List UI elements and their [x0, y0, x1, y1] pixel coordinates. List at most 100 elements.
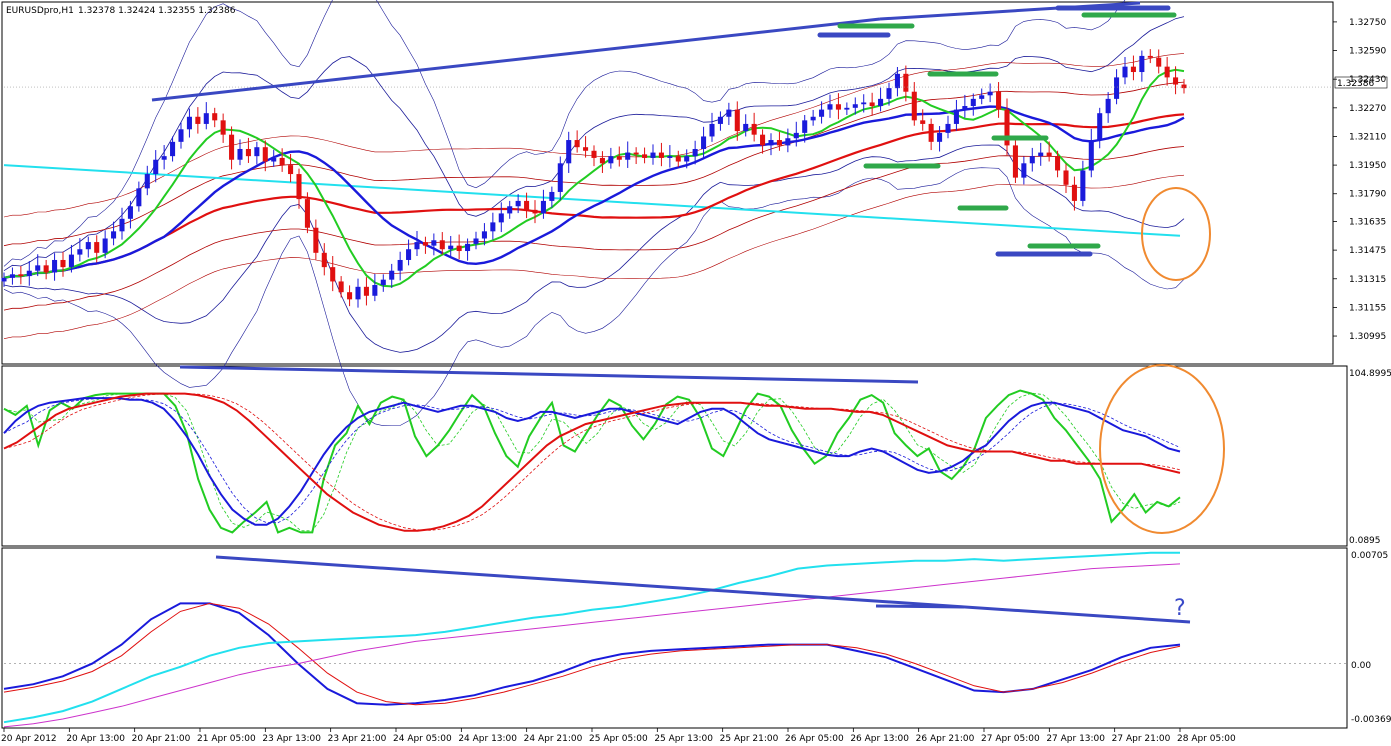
price-layer [1, 0, 1333, 427]
candle-bull [701, 136, 707, 149]
candle-bear [583, 147, 589, 151]
question-mark-annotation: ? [1174, 596, 1186, 621]
candle-bear [195, 116, 201, 124]
ma-red-slow [3, 113, 1185, 279]
candle-bull [717, 116, 723, 124]
candle-bear [524, 200, 530, 210]
candle-bull [667, 156, 673, 158]
candle-bear [591, 150, 597, 158]
candle-bull [1105, 98, 1111, 114]
time-tick-label: 20 Apr 2012 [1, 734, 57, 744]
macd-axis: 0.00705 0.00 -0.00369 [1351, 551, 1391, 725]
candle-bull [608, 156, 614, 164]
candle-bull [380, 279, 386, 286]
candle-bear [220, 120, 226, 135]
time-tick-label: 21 Apr 05:00 [197, 734, 256, 744]
time-tick-label: 27 Apr 21:00 [1112, 734, 1171, 744]
candle-bear [229, 134, 235, 160]
candle-bull [625, 152, 631, 160]
candle-bear [751, 123, 757, 135]
candle-bull [709, 123, 715, 137]
candle-bear [1055, 156, 1061, 171]
candle-bear [869, 102, 875, 107]
candle-bear [363, 286, 369, 296]
time-tick-label: 28 Apr 05:00 [1177, 734, 1236, 744]
candle-bull [1122, 66, 1128, 78]
candle-bull [102, 238, 108, 253]
candle-bear [633, 152, 639, 155]
price-tick-label: 1.30995 [1349, 332, 1386, 342]
price-tick-label: 1.31635 [1349, 217, 1386, 227]
macd-scale-label: -0.00369 [1351, 715, 1391, 725]
time-tick-label: 25 Apr 13:00 [654, 734, 713, 744]
price-tick-label: 1.31315 [1349, 275, 1386, 285]
candle-bull [77, 249, 83, 255]
candle-bear [330, 267, 336, 282]
candle-bull [557, 163, 563, 192]
candle-bull [9, 274, 15, 278]
candle-bull [827, 104, 833, 110]
price-tick-label: 1.32590 [1349, 47, 1386, 57]
candle-bear [313, 227, 319, 253]
symbol-label: EURUSDpro,H1 [6, 6, 74, 16]
candle-bear [245, 148, 251, 157]
candle-bull [397, 259, 403, 271]
candle-bull [844, 107, 850, 110]
candle-bear [279, 157, 285, 166]
candle-bear [928, 123, 934, 142]
time-tick-label: 24 Apr 13:00 [458, 734, 517, 744]
time-tick-label: 26 Apr 21:00 [916, 734, 975, 744]
oscillator-red-signal [3, 393, 1181, 531]
candle-bear [616, 156, 622, 160]
time-tick-label: 20 Apr 21:00 [132, 734, 191, 744]
candle-bear [1063, 170, 1069, 185]
oscillator-blue-line [3, 397, 1181, 526]
bollinger-outer-lower [3, 167, 1185, 427]
price-tick-label: 1.32750 [1349, 18, 1386, 28]
candle-bull [810, 116, 816, 121]
candle-bull [937, 132, 943, 142]
macd-cyan-line [3, 551, 1180, 724]
bollinger-lower [3, 144, 1185, 353]
price-tick-label: 1.32110 [1349, 132, 1386, 142]
macd-trendline [215, 555, 1191, 624]
macd-scale-label: 0.00 [1351, 661, 1371, 671]
candle-bear [903, 73, 909, 92]
candle-bear [1012, 145, 1018, 178]
macd-layer [3, 551, 1347, 728]
envelope-lower [3, 146, 1185, 311]
macd-blue-line [3, 602, 1181, 706]
ma-green-fast [3, 68, 1185, 288]
candle-bull [465, 243, 471, 252]
oscillator-panel-frame [1, 365, 1348, 547]
oscillator-axis: 104.8995 0.0895 [1349, 369, 1391, 546]
candle-bear [1164, 66, 1170, 78]
candle-bull [1080, 170, 1086, 201]
candle-bull [1029, 156, 1035, 164]
candle-bull [852, 104, 858, 108]
current-price-label: 1.32386 [1337, 79, 1374, 89]
candle-bull [861, 102, 867, 105]
candle-bear [262, 147, 268, 162]
candle-bull [372, 285, 378, 296]
candle-bull [1038, 152, 1044, 157]
cyan-trendline [3, 164, 1181, 237]
envelope-outer-lower [3, 174, 1185, 339]
candle-bull [481, 231, 487, 239]
candle-bear [532, 209, 538, 214]
candle-bull [785, 138, 791, 146]
time-tick-label: 24 Apr 05:00 [393, 734, 452, 744]
bollinger-upper [3, 16, 1185, 272]
candle-bear [835, 104, 841, 110]
candle-bull [186, 116, 192, 130]
candle-bull [793, 132, 799, 139]
oscillator-red-line [3, 392, 1181, 532]
candle-bear [439, 240, 445, 250]
candle-bear [1130, 66, 1136, 73]
candle-bull [119, 218, 125, 232]
time-tick-label: 20 Apr 13:00 [66, 734, 125, 744]
candle-bull [144, 174, 150, 189]
candle-bear [288, 165, 294, 175]
candle-bull [1097, 113, 1103, 141]
oscillator-layer [3, 364, 1225, 534]
